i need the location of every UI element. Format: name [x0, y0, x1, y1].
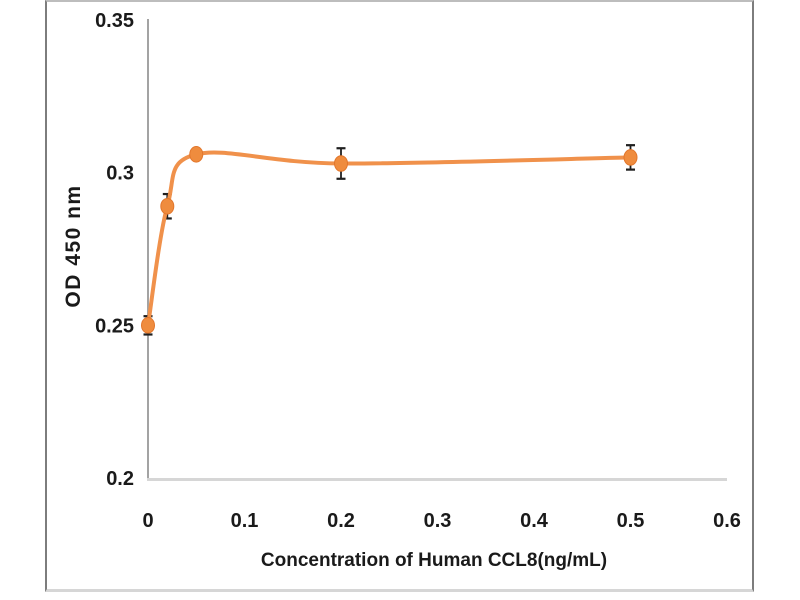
- y-tick-label: 0.2: [106, 468, 134, 490]
- y-tick-label: 0.35: [95, 10, 134, 32]
- x-tick-label: 0.1: [231, 510, 259, 532]
- data-point-marker: [141, 317, 155, 334]
- x-tick-label: 0.6: [713, 510, 741, 532]
- series-line: [146, 150, 633, 328]
- data-point-marker: [189, 146, 204, 163]
- y-tick-label: 0.3: [106, 163, 134, 185]
- x-tick-label: 0.2: [327, 510, 355, 532]
- x-tick-label: 0.5: [617, 510, 645, 532]
- y-axis-title: OD 450 nm: [62, 184, 85, 308]
- data-point-marker: [334, 155, 348, 172]
- x-tick-label: 0.3: [424, 510, 452, 532]
- x-tick-label: 0: [142, 510, 153, 532]
- x-axis-title: Concentration of Human CCL8(ng/mL): [260, 550, 608, 571]
- y-tick-label: 0.25: [95, 315, 134, 337]
- chart-frame: [45, 0, 754, 592]
- data-point-marker: [623, 149, 638, 166]
- x-tick-label: 0.4: [520, 510, 549, 532]
- data-point-marker: [160, 197, 175, 215]
